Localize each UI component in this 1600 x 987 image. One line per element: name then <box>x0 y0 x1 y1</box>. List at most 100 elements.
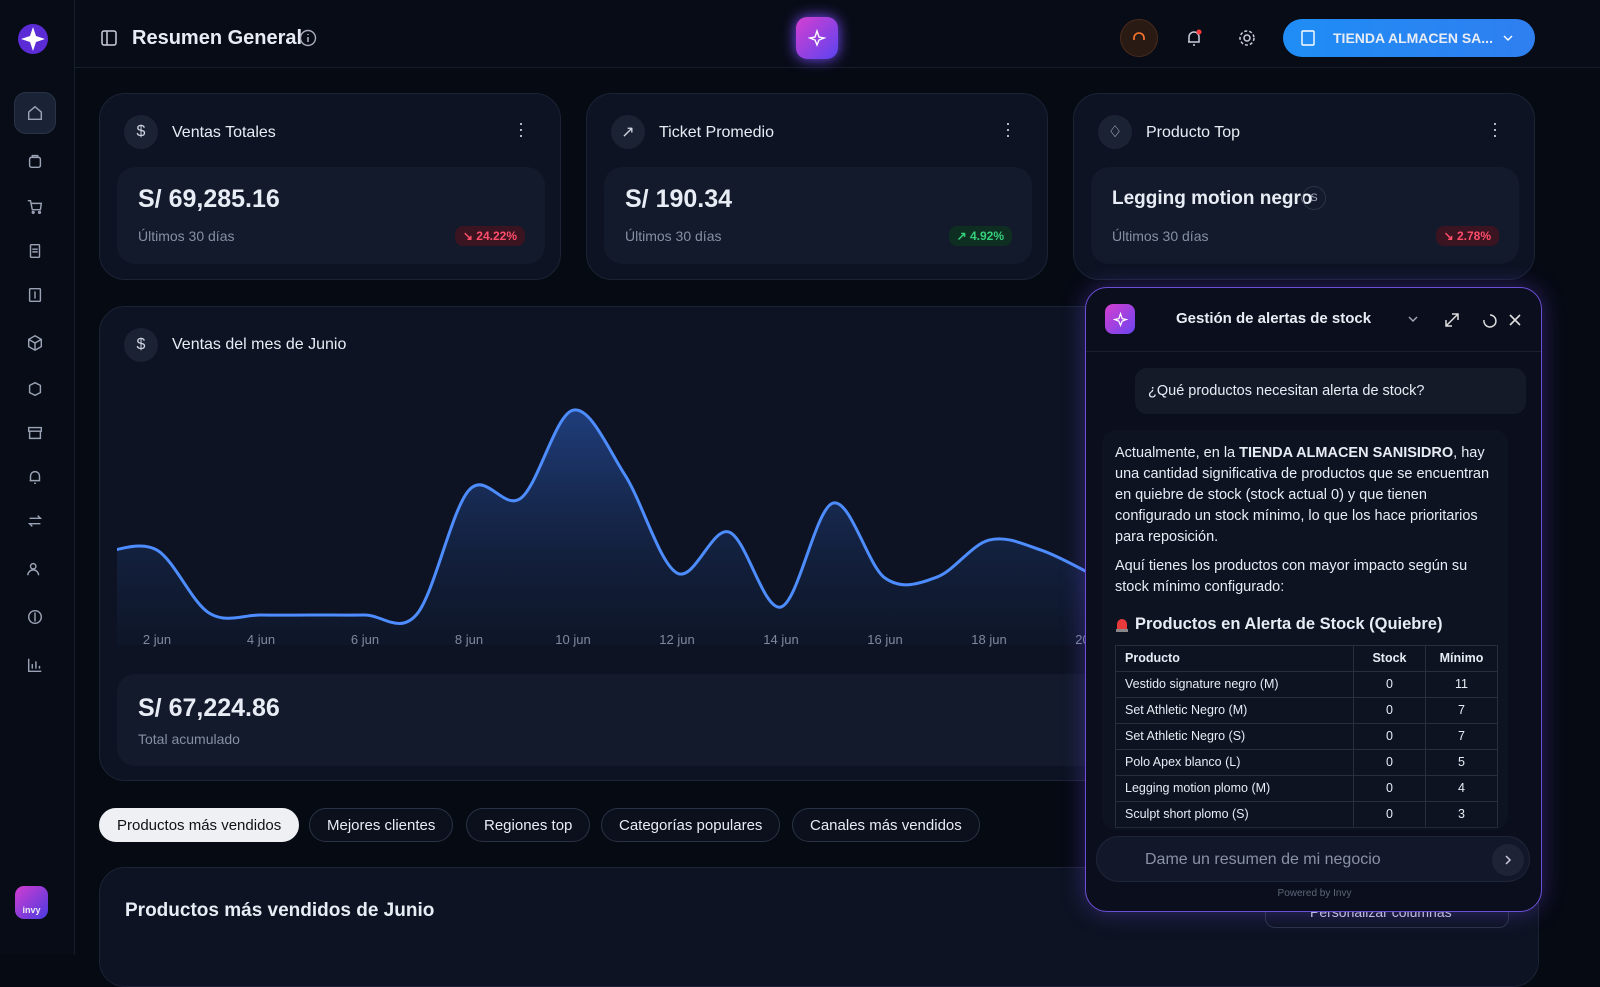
panel-controls[interactable] <box>1406 312 1526 328</box>
column-header: Producto <box>1115 645 1354 672</box>
brand-badge: invy <box>15 886 48 919</box>
alert-heading-text: Productos en Alerta de Stock (Quiebre) <box>1135 615 1443 633</box>
tab[interactable]: Regiones top <box>466 808 591 842</box>
line <box>117 408 1094 625</box>
nav-home[interactable] <box>14 92 56 134</box>
table-cell: 0 <box>1353 775 1426 802</box>
page-title: Resumen General <box>132 27 303 49</box>
tab[interactable]: Categorías populares <box>601 808 781 842</box>
table-row: Polo Apex blanco (L) 0 5 <box>1115 749 1498 776</box>
kpi-icon: ↗ <box>611 115 645 149</box>
chart-title: Ventas del mes de Junio <box>172 336 347 353</box>
table-cell: Set Athletic Negro (M) <box>1115 697 1354 724</box>
ai-button[interactable] <box>796 17 838 59</box>
table-cell: 3 <box>1425 801 1498 828</box>
area <box>117 410 1093 645</box>
kpi-change-value: 2.78% <box>1456 229 1491 243</box>
table-cell: 4 <box>1425 775 1498 802</box>
support-button[interactable] <box>1120 19 1158 57</box>
panel-toggle[interactable] <box>101 30 117 46</box>
kpi-change: ↘ 2.78% <box>1435 226 1499 246</box>
kpi-icon: $ <box>124 115 158 149</box>
kpi-title: Producto Top <box>1146 124 1240 141</box>
kpi-change: ↗ 4.92% <box>948 226 1012 246</box>
table-cell: 7 <box>1425 723 1498 750</box>
kpi-change-value: 4.92% <box>969 229 1004 243</box>
tab[interactable]: Productos más vendidos <box>99 808 300 842</box>
info-icon[interactable] <box>299 29 317 47</box>
kpi-value: S/ 190.34 <box>625 185 733 213</box>
kpi-inner: S/ 69,285.16 Últimos 30 días ↘ 24.22% <box>117 167 545 264</box>
nav-money[interactable] <box>14 596 56 638</box>
table-cell: Set Athletic Negro (S) <box>1115 723 1354 750</box>
top-bar: Resumen General TIENDA ALMACEN SA... <box>75 0 1600 68</box>
nav-bell[interactable] <box>14 456 56 498</box>
table-header: Producto Stock Mínimo <box>1115 645 1498 672</box>
tab[interactable]: Mejores clientes <box>309 808 454 842</box>
kpi-menu[interactable]: · · · <box>518 113 524 145</box>
kpi-menu[interactable]: · · · <box>1005 113 1011 145</box>
nav-docs[interactable] <box>14 230 56 272</box>
column-header: Mínimo <box>1425 645 1498 672</box>
alert-heading: Productos en Alerta de Stock (Quiebre) <box>1115 614 1495 635</box>
table-cell: Sculpt short plomo (S) <box>1115 801 1354 828</box>
nav-cart[interactable] <box>14 186 56 228</box>
plot <box>117 408 1094 645</box>
answer-paragraph: Actualmente, en la TIENDA ALMACEN SANISI… <box>1115 443 1495 548</box>
kpi-period: Últimos 30 días <box>1112 228 1209 244</box>
table-cell: 11 <box>1425 671 1498 698</box>
table-cell: 0 <box>1353 671 1426 698</box>
table-row: Set Athletic Negro (M) 0 7 <box>1115 697 1498 724</box>
answer-text: , hay una cantidad significativa de prod… <box>1115 445 1490 545</box>
kpi-menu[interactable]: · · · <box>1492 113 1498 145</box>
kpi-card: ♢ Producto Top · · · Legging motion negro S Últ… <box>1073 93 1535 280</box>
table-cell: 0 <box>1353 697 1426 724</box>
kpi-inner: S/ 190.34 Últimos 30 días ↗ 4.92% <box>604 167 1032 264</box>
x-tick-label: 14 jun <box>763 632 798 647</box>
assistant-title: Gestión de alertas de stock <box>1176 310 1372 327</box>
answer-text: Actualmente, en la <box>1115 445 1240 461</box>
nav-box[interactable] <box>14 322 56 364</box>
nav-transfer[interactable] <box>14 500 56 542</box>
table-row: Legging motion plomo (M) 0 4 <box>1115 775 1498 802</box>
nav-reports[interactable] <box>14 644 56 686</box>
kpi-period: Últimos 30 días <box>138 228 235 244</box>
logo <box>18 24 48 54</box>
assistant-icon <box>1105 304 1135 334</box>
store-name: TIENDA ALMACEN SA... <box>1333 30 1493 46</box>
table-cell: Polo Apex blanco (L) <box>1115 749 1354 776</box>
nav-package[interactable] <box>14 368 56 410</box>
tab[interactable]: Canales más vendidos <box>792 808 980 842</box>
x-tick-label: 16 jun <box>867 632 902 647</box>
nav-bag[interactable] <box>14 140 56 182</box>
kpi-title: Ticket Promedio <box>659 124 774 141</box>
nav-archive[interactable] <box>14 412 56 454</box>
kpi-card: ↗ Ticket Promedio · · · S/ 190.34 Últimos 30 d… <box>586 93 1048 280</box>
total-label: Total acumulado <box>138 731 240 747</box>
table-row: Set Athletic Negro (S) 0 7 <box>1115 723 1498 750</box>
store-selector[interactable]: TIENDA ALMACEN SA... <box>1283 19 1535 57</box>
notifications[interactable] <box>1185 29 1203 47</box>
table-cell: Vestido signature negro (M) <box>1115 671 1354 698</box>
kpi-title: Ventas Totales <box>172 124 276 141</box>
chart-icon: $ <box>124 328 158 362</box>
x-tick-label: 12 jun <box>659 632 694 647</box>
sidebar: invy <box>0 0 75 955</box>
x-tick-label: 8 jun <box>455 632 483 647</box>
table-cell: Legging motion plomo (M) <box>1115 775 1354 802</box>
x-tick-label: 2 jun <box>143 632 171 647</box>
answer-intro: Aquí tienes los productos con mayor impa… <box>1115 558 1468 595</box>
nav-invoice[interactable] <box>14 274 56 316</box>
stock-table: Producto Stock Mínimo Vestido signature neg… <box>1115 645 1498 828</box>
nav-users[interactable] <box>14 548 56 590</box>
chat-input[interactable]: Dame un resumen de mi negocio <box>1096 836 1530 882</box>
table-row: Vestido signature negro (M) 0 11 <box>1115 671 1498 698</box>
send-button[interactable] <box>1492 844 1524 876</box>
kpi-icon: ♢ <box>1098 115 1132 149</box>
table-cell: 0 <box>1353 723 1426 750</box>
kpi-value: S/ 69,285.16 <box>138 185 280 213</box>
settings[interactable] <box>1238 29 1256 47</box>
table-cell: 7 <box>1425 697 1498 724</box>
